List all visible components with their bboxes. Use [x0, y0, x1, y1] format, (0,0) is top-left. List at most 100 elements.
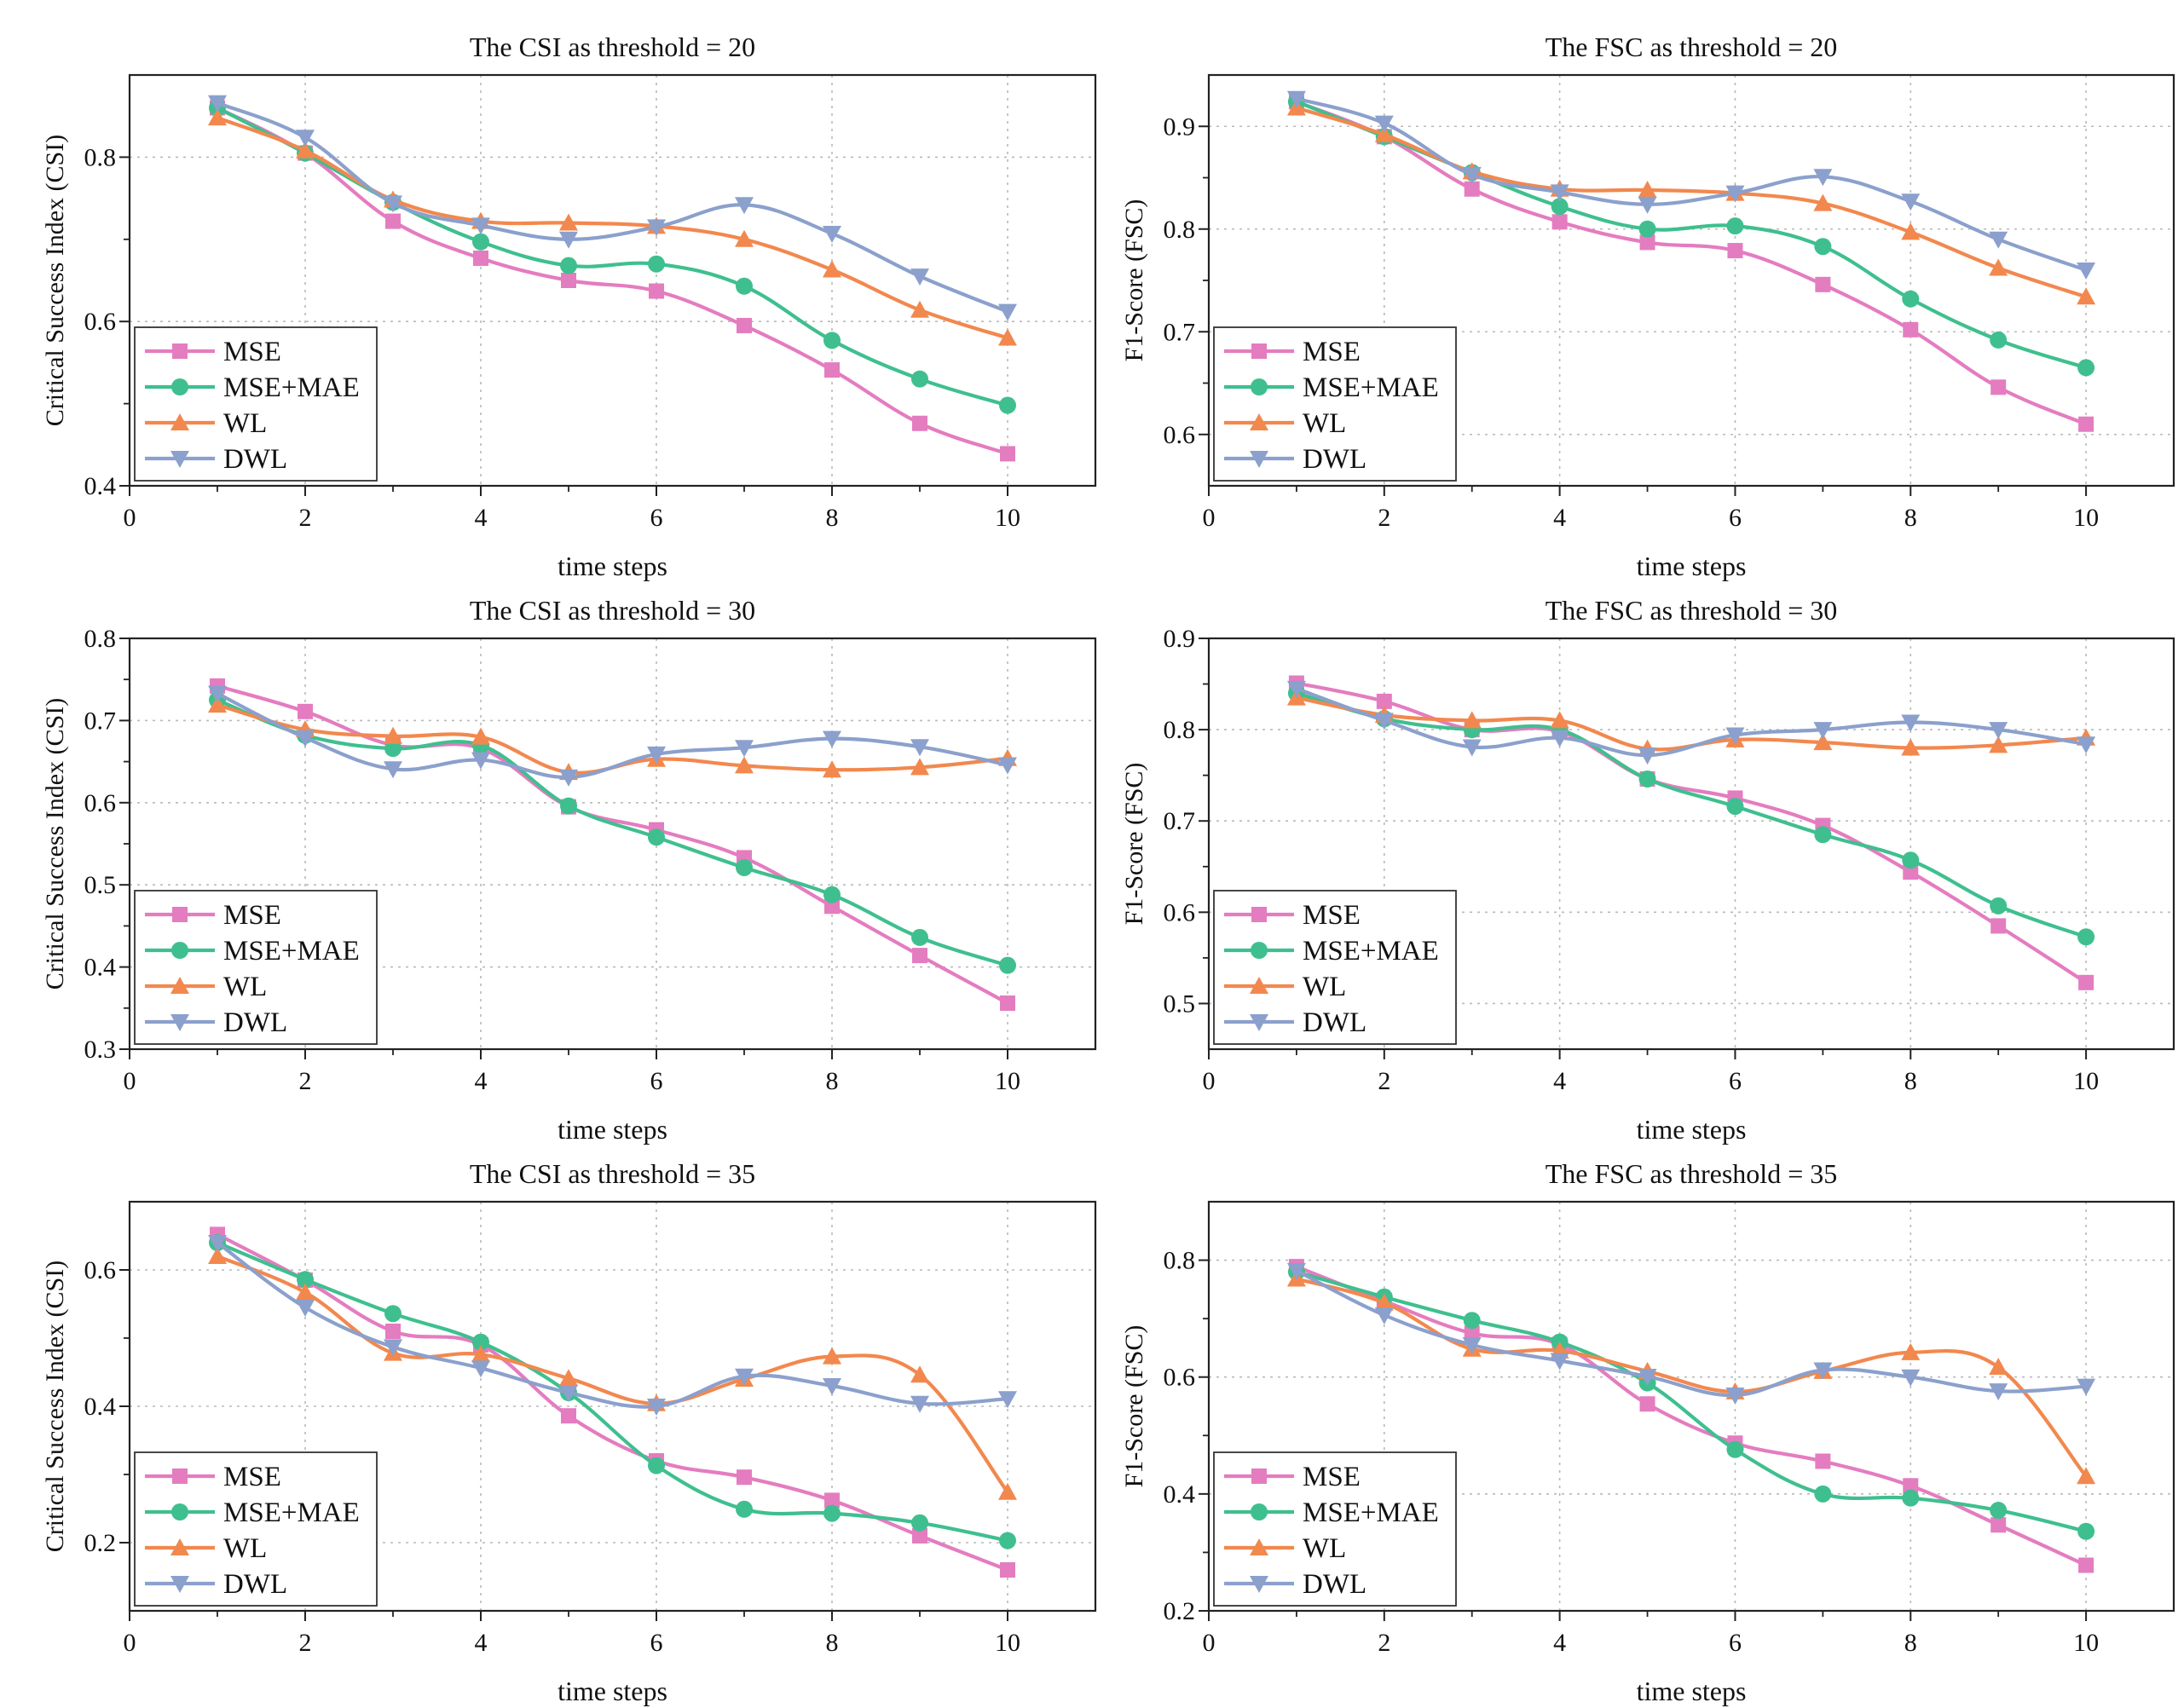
y-tick-label: 0.4	[84, 954, 117, 982]
chart-title: The CSI as threshold = 20	[470, 32, 755, 62]
x-axis-label: time steps	[558, 1114, 667, 1145]
legend-label: MSE+MAE	[223, 1497, 360, 1528]
legend-label: DWL	[1303, 1569, 1366, 1600]
x-tick-label: 4	[475, 504, 488, 532]
data-point-wl	[471, 1345, 490, 1363]
x-tick-label: 0	[1203, 1067, 1216, 1095]
legend-item-wl: WL	[1224, 1533, 1346, 1564]
x-tick-label: 2	[299, 1629, 312, 1657]
data-point-dwl	[1989, 722, 2008, 740]
data-point-wl	[735, 756, 754, 774]
data-point-dwl	[1638, 747, 1657, 765]
legend-marker	[1251, 907, 1267, 922]
data-point-dwl	[559, 769, 578, 787]
data-point-mse-plus-mae	[1814, 1485, 1832, 1503]
series-mse	[1288, 94, 2094, 432]
data-point-dwl	[1813, 722, 1833, 740]
data-point-mse	[1990, 1517, 2007, 1533]
series-dwl	[208, 1235, 1017, 1416]
legend-marker	[1250, 977, 1268, 994]
data-point-dwl	[384, 1339, 402, 1357]
data-point-mse	[1990, 918, 2007, 934]
data-point-dwl	[296, 130, 315, 147]
data-point-dwl	[1638, 1369, 1657, 1387]
data-point-dwl	[208, 685, 227, 703]
legend-item-wl: WL	[1224, 972, 1346, 1002]
series-line-dwl	[1294, 1268, 2089, 1398]
x-axis-label: time steps	[558, 1676, 667, 1706]
legend-item-mse-plus-mae: MSE+MAE	[145, 1497, 360, 1528]
legend-marker	[1250, 451, 1268, 468]
legend-item-dwl: DWL	[145, 1569, 287, 1600]
data-point-mse-plus-mae	[472, 233, 489, 251]
series-line-dwl	[1294, 96, 2089, 272]
data-point-dwl	[998, 757, 1017, 775]
data-point-dwl	[559, 231, 578, 249]
x-tick-label: 6	[1729, 1067, 1742, 1095]
data-point-mse	[561, 273, 576, 288]
series-line-mse-plus-mae	[215, 1240, 1010, 1543]
data-point-dwl	[1286, 680, 1306, 698]
data-point-mse-plus-mae	[736, 858, 753, 876]
data-point-dwl	[1989, 1383, 2008, 1401]
data-point-mse-plus-mae	[1638, 770, 1656, 788]
data-point-mse	[385, 1324, 401, 1339]
series-line-wl	[1294, 106, 2089, 299]
data-point-dwl	[998, 303, 1017, 321]
data-point-dwl	[735, 1368, 754, 1386]
data-point-mse	[1815, 1453, 1831, 1469]
chart-panel-1: 0 2 4 6 8 10 0.4 0.6 0.8 The CSI as threshold = 2…	[41, 32, 1097, 581]
x-axis-label: time steps	[1637, 1676, 1747, 1706]
x-tick-label: 6	[650, 1629, 663, 1657]
legend-label: DWL	[223, 444, 287, 475]
legend: MSE MSE+MAE WL DWL	[134, 326, 378, 482]
x-tick-label: 4	[1553, 504, 1566, 532]
data-point-wl	[384, 726, 402, 744]
series-mse-plus-mae	[209, 691, 1016, 974]
series-line-mse	[1294, 681, 2089, 984]
data-point-dwl	[735, 740, 754, 758]
series-dwl	[208, 685, 1017, 787]
data-point-mse	[1903, 321, 1919, 338]
legend-marker	[170, 1538, 189, 1555]
legend: MSE MSE+MAE WL DWL	[1213, 326, 1457, 482]
data-point-mse-plus-mae	[1902, 1489, 1920, 1507]
data-point-mse	[912, 1528, 927, 1544]
x-tick-label: 0	[1203, 1629, 1216, 1657]
legend-item-mse: MSE	[145, 337, 281, 367]
legend-item-dwl: DWL	[1224, 444, 1366, 475]
chart-panel-4: 0 2 4 6 8 10 0.5 0.6 0.7 0.8 0.9 The FSC as thresho…	[1120, 595, 2175, 1145]
data-point-dwl	[1989, 231, 2008, 249]
data-point-dwl	[1462, 739, 1482, 757]
x-tick-label: 2	[299, 1067, 312, 1095]
data-point-dwl	[1725, 727, 1745, 745]
data-point-mse-plus-mae	[1551, 198, 1569, 216]
data-point-wl	[1813, 193, 1833, 211]
data-point-dwl	[910, 268, 929, 286]
x-tick-label: 10	[2073, 1067, 2099, 1095]
series-line-wl	[1294, 1277, 2089, 1479]
y-tick-label: 0.6	[1164, 1364, 1196, 1392]
data-point-dwl	[823, 1378, 841, 1395]
data-point-mse-plus-mae	[2077, 359, 2095, 377]
legend-label: WL	[1303, 972, 1346, 1002]
series-line-dwl	[215, 1240, 1010, 1409]
data-point-dwl	[471, 752, 490, 770]
legend-item-wl: WL	[1224, 408, 1346, 439]
legend-label: MSE+MAE	[223, 372, 360, 403]
y-tick-label: 0.6	[1164, 898, 1196, 926]
data-point-mse-plus-mae	[736, 277, 753, 295]
legend-marker	[1251, 1469, 1267, 1484]
data-point-wl	[208, 1247, 227, 1264]
legend-item-wl: WL	[145, 1533, 267, 1564]
data-point-mse-plus-mae	[1726, 798, 1744, 816]
chart-panel-3: 0 2 4 6 8 10 0.3 0.4 0.5 0.6 0.7 0.8 The CSI as thre…	[41, 595, 1097, 1145]
y-tick-label: 0.7	[84, 707, 117, 735]
data-point-wl	[998, 328, 1017, 346]
y-tick-label: 0.9	[1164, 113, 1196, 141]
x-tick-label: 6	[1729, 1629, 1742, 1657]
data-point-mse-plus-mae	[297, 1271, 314, 1289]
data-point-dwl	[1901, 714, 1921, 732]
series-line-mse	[1294, 100, 2089, 426]
data-point-mse-plus-mae	[1902, 851, 1920, 869]
